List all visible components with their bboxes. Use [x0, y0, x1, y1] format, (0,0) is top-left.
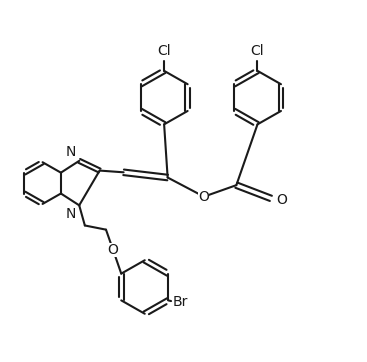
Text: N: N	[66, 145, 76, 159]
Text: O: O	[108, 243, 119, 257]
Text: Br: Br	[172, 295, 188, 310]
Text: O: O	[276, 193, 287, 207]
Text: Cl: Cl	[251, 44, 264, 58]
Text: O: O	[199, 190, 209, 204]
Text: Cl: Cl	[157, 44, 171, 58]
Text: N: N	[66, 207, 76, 221]
